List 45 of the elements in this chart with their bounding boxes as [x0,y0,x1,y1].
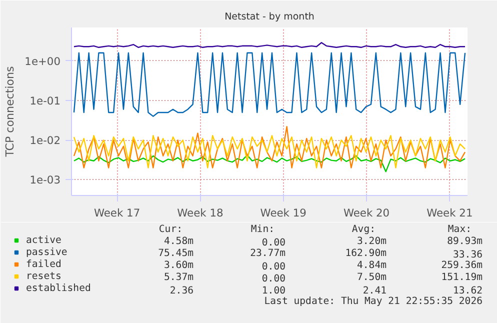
line-series [73,126,466,168]
text: 5.37m [164,272,194,283]
legend-label: established [26,282,91,294]
text: 89.93m [447,236,483,247]
line-series [73,154,466,172]
y-tick-label: 1e+00 [24,54,61,68]
text: 0.00 [262,274,286,284]
chart-title: Netstat - by month [224,12,314,22]
text: 3.60m [164,260,194,271]
y-tick-label: 1e-01 [30,94,61,108]
x-tick-label: Week 18 [177,206,224,220]
text: 3.20m [357,236,387,247]
text: Min: [250,224,274,235]
y-tick-label: 1e-02 [30,134,61,148]
text: 259.36m [441,260,483,271]
text: 33.36 [453,250,483,260]
x-tick-label: Week 17 [94,206,140,220]
x-tick-label: Week 20 [343,206,390,220]
text: Last update: Thu May 21 22:55:35 2026 [264,296,483,307]
text: 1.00 [262,286,286,296]
text: 0.00 [262,238,286,248]
text: 7.50m [357,272,387,283]
legend-label: passive [26,246,68,258]
x-tick-label: Week 19 [260,206,307,220]
legend-label: active [26,234,62,246]
text: 13.62 [453,286,483,296]
text: 2.41 [362,286,387,296]
line-series [73,135,466,168]
text: 151.19m [441,272,483,283]
legend-label: resets [26,270,62,282]
text: 0.00 [262,262,286,272]
y-axis-title: TCP connections [4,66,17,158]
text: 75.45m [158,248,194,259]
text: 23.77m [250,248,286,259]
line-series [73,52,466,117]
text: 2.36 [170,286,194,296]
text: Max: [448,224,472,235]
legend-label: failed [26,258,62,270]
y-tick-label: 1e-03 [30,174,61,187]
text: Avg: [352,224,376,235]
text: 162.90m [345,248,387,259]
x-tick-label: Week 21 [426,206,473,220]
text: 4.84m [357,260,387,271]
text: 4.58m [164,236,194,247]
text: Cur: [158,224,182,235]
